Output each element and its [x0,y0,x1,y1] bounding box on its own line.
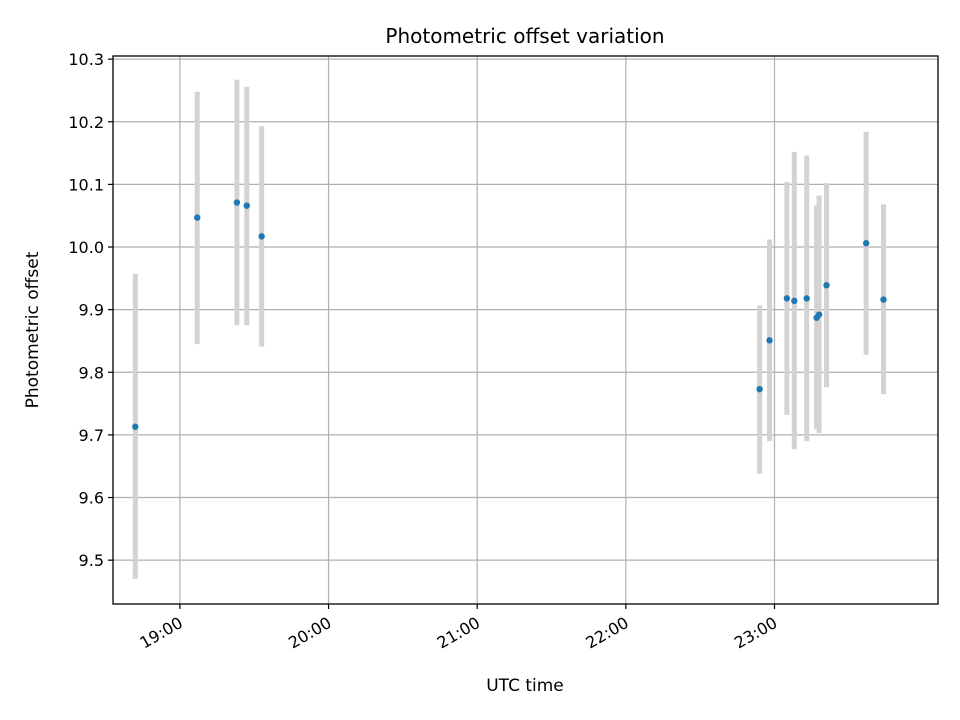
y-tick-label: 10.0 [68,238,104,257]
data-point [132,423,139,430]
grid-lines [113,56,938,604]
data-point [815,311,823,318]
y-tick-label: 9.8 [79,363,104,382]
data-point [791,297,798,305]
data-point [194,214,201,221]
data-point [233,199,241,206]
y-axis-ticks: 9.5 9.6 9.7 9.8 9.9 10.0 10.1 10.2 10.3 [68,50,113,570]
data-point [258,233,265,240]
data-point [823,282,830,289]
y-tick-label: 10.2 [68,113,104,132]
y-axis-label: Photometric offset [23,251,43,408]
x-axis-label: UTC time [486,676,564,696]
y-tick-label: 9.6 [79,489,104,508]
y-tick-label: 10.1 [68,175,104,194]
data-point [862,240,870,247]
y-tick-label: 9.7 [79,426,104,445]
data-point [783,295,791,302]
data-point [756,385,763,393]
data-point [803,295,810,302]
y-tick-label: 9.9 [79,301,104,320]
y-tick-label: 10.3 [68,50,104,69]
plot-area-frame [112,55,939,605]
data-point [766,337,773,344]
data-point [880,296,887,303]
data-point [243,202,250,209]
y-tick-label: 9.5 [79,551,104,570]
data-points [132,199,887,430]
chart-title: Photometric offset variation [385,24,664,48]
